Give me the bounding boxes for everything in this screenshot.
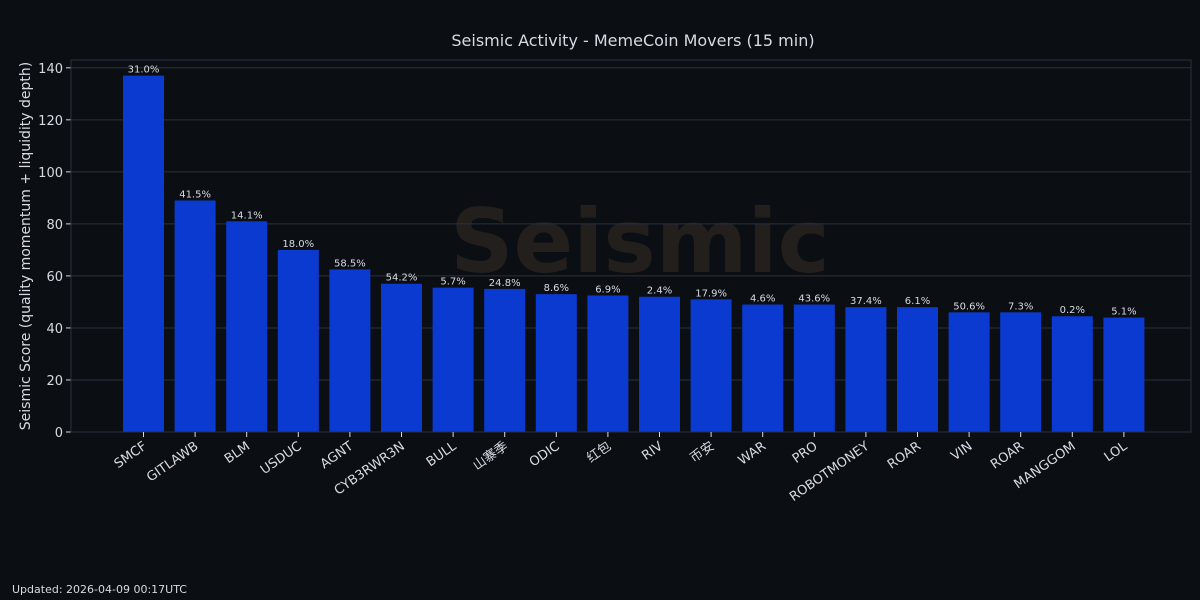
y-tick-label: 100 <box>38 166 63 181</box>
bar-value-label: 8.6% <box>544 283 569 294</box>
bar <box>535 294 577 432</box>
bar-value-label: 6.9% <box>595 284 620 295</box>
x-tick-label: USDUC <box>258 439 305 478</box>
bar-value-label: 54.2% <box>386 273 418 284</box>
bar <box>742 304 784 432</box>
bar-value-label: 17.9% <box>695 288 727 299</box>
y-tick-label: 140 <box>38 62 63 77</box>
x-tick-label: GITLAWB <box>144 439 201 485</box>
bar <box>1103 317 1145 432</box>
bar <box>639 296 680 432</box>
bar-value-label: 5.7% <box>440 277 465 288</box>
bar-value-label: 31.0% <box>128 65 160 76</box>
bar <box>174 200 216 432</box>
bar-value-label: 43.6% <box>798 294 830 305</box>
bar-value-label: 58.5% <box>334 258 366 269</box>
bar-value-label: 37.4% <box>850 296 882 307</box>
x-tick-label: 币安 <box>687 439 717 466</box>
x-tick-label: BULL <box>424 439 460 471</box>
chart-title: Seismic Activity - MemeCoin Movers (15 m… <box>451 31 814 50</box>
x-tick-label: VIN <box>948 439 975 464</box>
bars-layer <box>123 75 1145 432</box>
x-tick-label: ROAR <box>885 439 924 472</box>
bar-value-label: 5.1% <box>1111 307 1136 318</box>
bar <box>845 307 887 432</box>
y-tick-label: 40 <box>46 322 63 337</box>
bar <box>690 299 732 432</box>
x-tick-label: WAR <box>736 439 769 469</box>
x-tick-label: 山寨季 <box>470 438 511 473</box>
bar-value-label: 41.5% <box>179 189 211 200</box>
bar-value-label: 24.8% <box>489 278 521 289</box>
x-tick-label: RIV <box>639 439 666 464</box>
x-tick-label: SMCF <box>112 439 150 472</box>
x-tick-label: PRO <box>790 439 821 467</box>
bar <box>1051 316 1093 432</box>
plot-frame <box>70 59 1192 433</box>
labels-layer: 31.0% 41.5% 14.1% 18.0% 58.5% 54.2% 5.7% 24.8% 8… <box>128 65 1137 318</box>
bar <box>277 249 319 432</box>
bar <box>897 307 938 432</box>
bar-value-label: 4.6% <box>750 294 775 305</box>
bar-value-label: 18.0% <box>282 239 314 250</box>
y-axis-label: Seismic Score (quality momentum + liquid… <box>18 62 34 430</box>
bar <box>948 312 990 432</box>
y-tick-label: 20 <box>46 374 63 389</box>
bar <box>226 221 268 432</box>
bar <box>587 295 629 432</box>
bar <box>793 304 835 432</box>
bar <box>432 287 474 432</box>
bar <box>329 269 371 432</box>
bar <box>1000 312 1042 432</box>
y-tick-label: 120 <box>38 114 63 129</box>
y-tick-label: 80 <box>46 218 63 233</box>
bar-value-label: 0.2% <box>1060 305 1085 316</box>
bar-value-label: 14.1% <box>231 210 263 221</box>
x-tick-label: AGNT <box>318 439 356 472</box>
bar <box>484 288 526 432</box>
x-tick-label: ROAR <box>988 439 1027 472</box>
bar-value-label: 6.1% <box>905 296 930 307</box>
y-tick-label: 0 <box>55 426 63 441</box>
x-tick-label: 红包 <box>584 438 614 466</box>
y-tick-label: 60 <box>46 270 63 285</box>
x-tick-label: BLM <box>222 439 253 467</box>
bar <box>123 75 164 432</box>
x-tick-label: LOL <box>1102 439 1131 466</box>
x-tick-label: ODIC <box>527 439 563 470</box>
updated-timestamp: Updated: 2026-04-09 00:17UTC <box>12 583 187 596</box>
bar-value-label: 50.6% <box>953 301 985 312</box>
bar-value-label: 2.4% <box>647 286 672 297</box>
bar <box>381 283 422 432</box>
bar-value-label: 7.3% <box>1008 301 1033 312</box>
